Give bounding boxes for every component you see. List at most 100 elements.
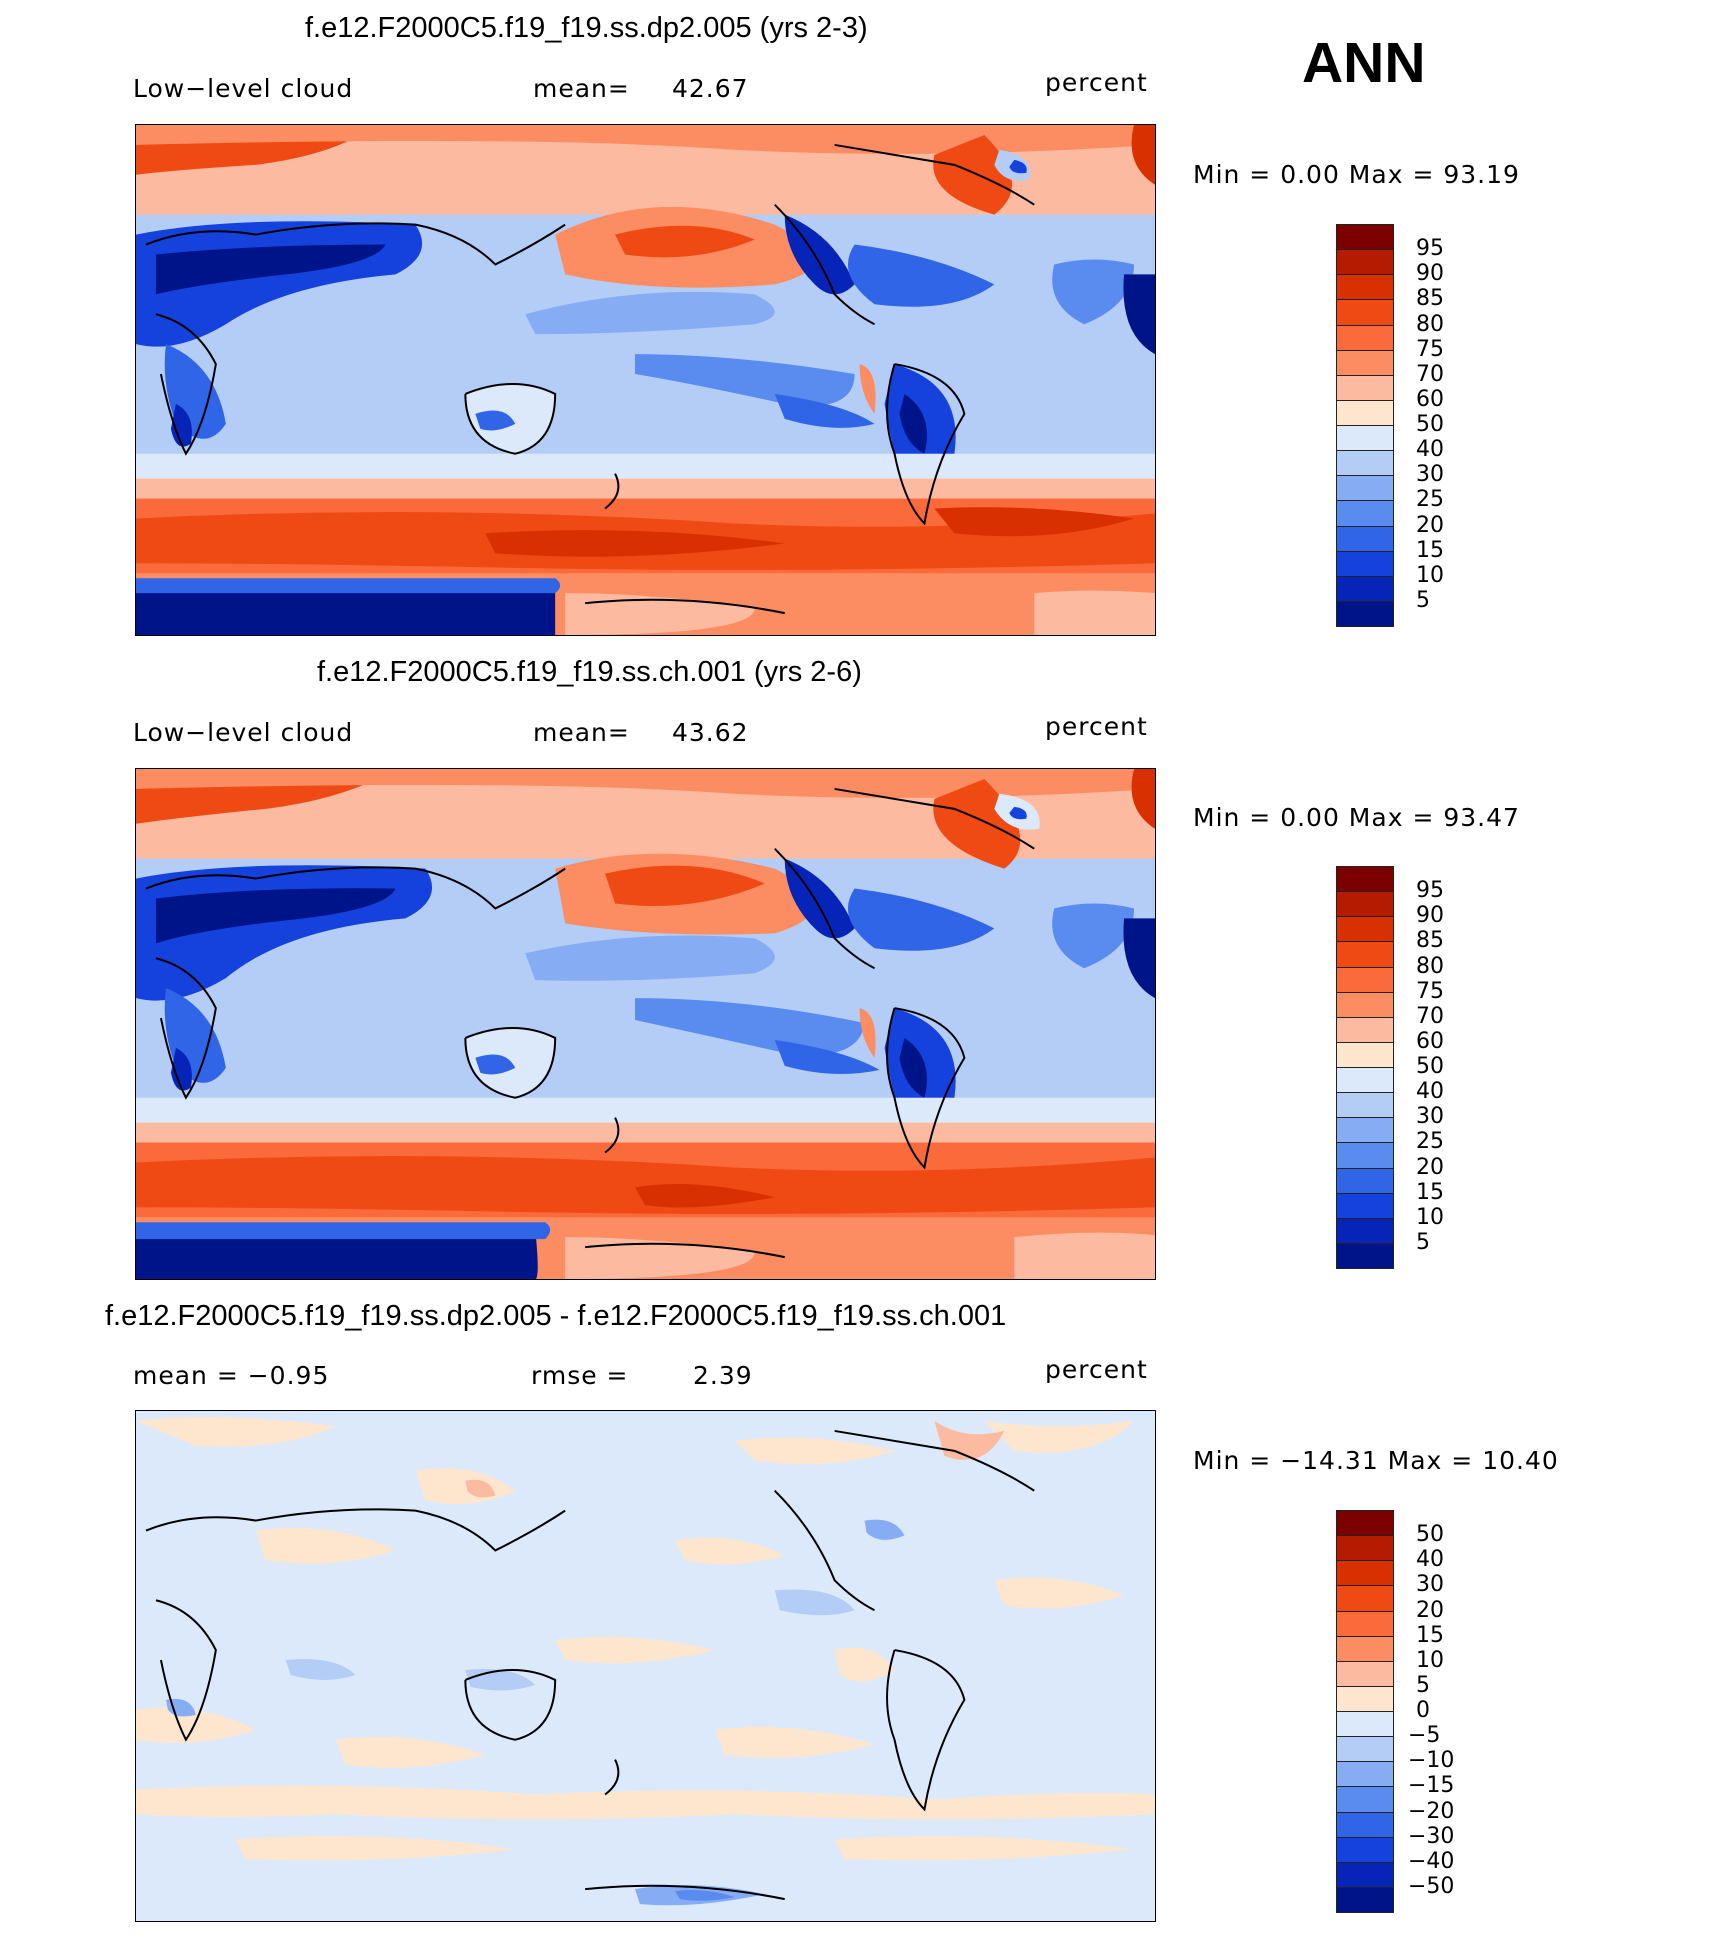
colorbar-tick-label: 20	[1416, 512, 1444, 538]
panel-1-variable-label: Low−level cloud	[133, 74, 354, 103]
colorbar-tick-label: −10	[1408, 1748, 1455, 1774]
colorbar-tick-label: 95	[1416, 878, 1444, 904]
colorbar-tick-label: 25	[1416, 1129, 1444, 1155]
colorbar-swatch	[1336, 525, 1394, 552]
colorbar-tick-label: 30	[1416, 1572, 1444, 1598]
colorbar-tick-label: 50	[1416, 412, 1444, 437]
colorbar-swatch	[1336, 299, 1394, 326]
colorbar-tick-label: −30	[1408, 1823, 1455, 1849]
colorbar-swatch	[1336, 1736, 1394, 1763]
colorbar-swatch	[1336, 1886, 1394, 1913]
colorbar-swatch	[1336, 1041, 1394, 1068]
colorbar-swatch	[1336, 600, 1394, 627]
panel-1-map	[135, 124, 1156, 636]
colorbar-tick-label: 15	[1416, 537, 1444, 563]
colorbar-swatch	[1336, 475, 1394, 502]
colorbar-tick-label: 50	[1416, 1522, 1444, 1548]
colorbar-swatch	[1336, 1635, 1394, 1662]
colorbar-swatch	[1336, 1510, 1394, 1537]
colorbar-tick-label: 70	[1416, 361, 1444, 387]
colorbar-swatch	[1336, 274, 1394, 301]
colorbar-swatch	[1336, 1585, 1394, 1612]
colorbar-tick-label: 15	[1416, 1179, 1444, 1205]
colorbar-swatch	[1336, 1610, 1394, 1637]
colorbar-swatch	[1336, 1861, 1394, 1888]
colorbar-tick-label: 60	[1416, 1028, 1444, 1054]
colorbar-swatch	[1336, 891, 1394, 918]
colorbar-swatch	[1336, 866, 1394, 893]
colorbar-swatch	[1336, 966, 1394, 993]
colorbar-tick-label: 60	[1416, 386, 1444, 412]
panel-2-colorbar: 95 90 85 80 75 70 60 50 40 30 25 20 15 10 5	[1336, 866, 1444, 1269]
colorbar-tick-label: 10	[1416, 1204, 1444, 1230]
colorbar-tick-label: 85	[1416, 286, 1444, 312]
colorbar-tick-label: 75	[1416, 978, 1444, 1004]
colorbar-swatch	[1336, 1117, 1394, 1144]
colorbar-tick-label: 95	[1416, 236, 1444, 262]
colorbar-swatch	[1336, 1786, 1394, 1813]
colorbar-swatch	[1336, 1761, 1394, 1788]
panel-3-map	[135, 1410, 1156, 1922]
colorbar-tick-label: 20	[1416, 1597, 1444, 1623]
colorbar-swatch	[1336, 1711, 1394, 1738]
colorbar-swatch	[1336, 916, 1394, 943]
colorbar-swatch	[1336, 1092, 1394, 1119]
colorbar-swatch	[1336, 575, 1394, 602]
panel-1-minmax: Min = 0.00 Max = 93.19	[1193, 160, 1520, 189]
colorbar-swatch	[1336, 1016, 1394, 1043]
panel-2-units: percent	[1045, 712, 1148, 741]
colorbar-swatch	[1336, 249, 1394, 276]
colorbar-tick-label: −20	[1408, 1798, 1455, 1824]
colorbar-tick-label: 70	[1416, 1003, 1444, 1029]
panel-3-units: percent	[1045, 1355, 1148, 1384]
colorbar-swatch	[1336, 349, 1394, 376]
colorbar-tick-label: 40	[1416, 1547, 1444, 1573]
panel-2-mean-label: mean=	[533, 718, 630, 747]
colorbar-tick-label: 30	[1416, 462, 1444, 488]
colorbar-swatch	[1336, 1535, 1394, 1562]
colorbar-tick-label: 90	[1416, 261, 1444, 287]
colorbar-swatch	[1336, 1242, 1394, 1269]
colorbar-swatch	[1336, 1217, 1394, 1244]
colorbar-swatch	[1336, 425, 1394, 452]
panel-2-map	[135, 768, 1156, 1280]
colorbar-swatch	[1336, 1167, 1394, 1194]
colorbar-swatch	[1336, 1811, 1394, 1838]
panel-1-mean-label: mean=	[533, 74, 630, 103]
colorbar-tick-label: 10	[1416, 1647, 1444, 1673]
panel-2-minmax: Min = 0.00 Max = 93.47	[1193, 803, 1520, 832]
colorbar-swatch	[1336, 224, 1394, 251]
colorbar-swatch	[1336, 399, 1394, 426]
colorbar-swatch	[1336, 1560, 1394, 1587]
panel-1-colorbar: 95 90 85 80 75 70 60 50 40 30 25 20 15 10 5	[1336, 224, 1444, 627]
colorbar-swatch	[1336, 550, 1394, 577]
colorbar-swatch	[1336, 1660, 1394, 1687]
colorbar-swatch	[1336, 1685, 1394, 1712]
colorbar-tick-label: 50	[1416, 1054, 1444, 1079]
colorbar-tick-label: 5	[1416, 1672, 1430, 1698]
panel-2-contour-field	[136, 769, 1155, 1279]
panel-1-contour-field	[136, 125, 1155, 635]
colorbar-tick-label: 20	[1416, 1154, 1444, 1180]
colorbar-tick-label: −5	[1408, 1723, 1441, 1749]
panel-3-rmse-label: rmse =	[531, 1361, 629, 1390]
colorbar-tick-label: −40	[1408, 1848, 1455, 1874]
panel-1-mean-value: 42.67	[672, 74, 749, 103]
colorbar-tick-label: 30	[1416, 1104, 1444, 1130]
colorbar-tick-label: 5	[1416, 1229, 1430, 1255]
colorbar-swatch	[1336, 1142, 1394, 1169]
season-label: ANN	[1302, 31, 1426, 95]
colorbar-tick-label: 5	[1416, 587, 1430, 613]
colorbar-tick-label: −50	[1408, 1873, 1455, 1899]
colorbar-tick-label: 10	[1416, 562, 1444, 588]
colorbar-tick-label: −15	[1408, 1773, 1455, 1799]
colorbar-swatch	[1336, 500, 1394, 527]
colorbar-tick-label: 75	[1416, 336, 1444, 362]
colorbar-swatch	[1336, 1192, 1394, 1219]
colorbar-tick-label: 90	[1416, 903, 1444, 929]
colorbar-tick-label: 80	[1416, 953, 1444, 979]
panel-2-title: f.e12.F2000C5.f19_f19.ss.ch.001 (yrs 2-6…	[317, 656, 862, 688]
panel-3-title: f.e12.F2000C5.f19_f19.ss.dp2.005 - f.e12…	[105, 1300, 1007, 1332]
colorbar-swatch	[1336, 991, 1394, 1018]
colorbar-tick-label: 80	[1416, 311, 1444, 337]
